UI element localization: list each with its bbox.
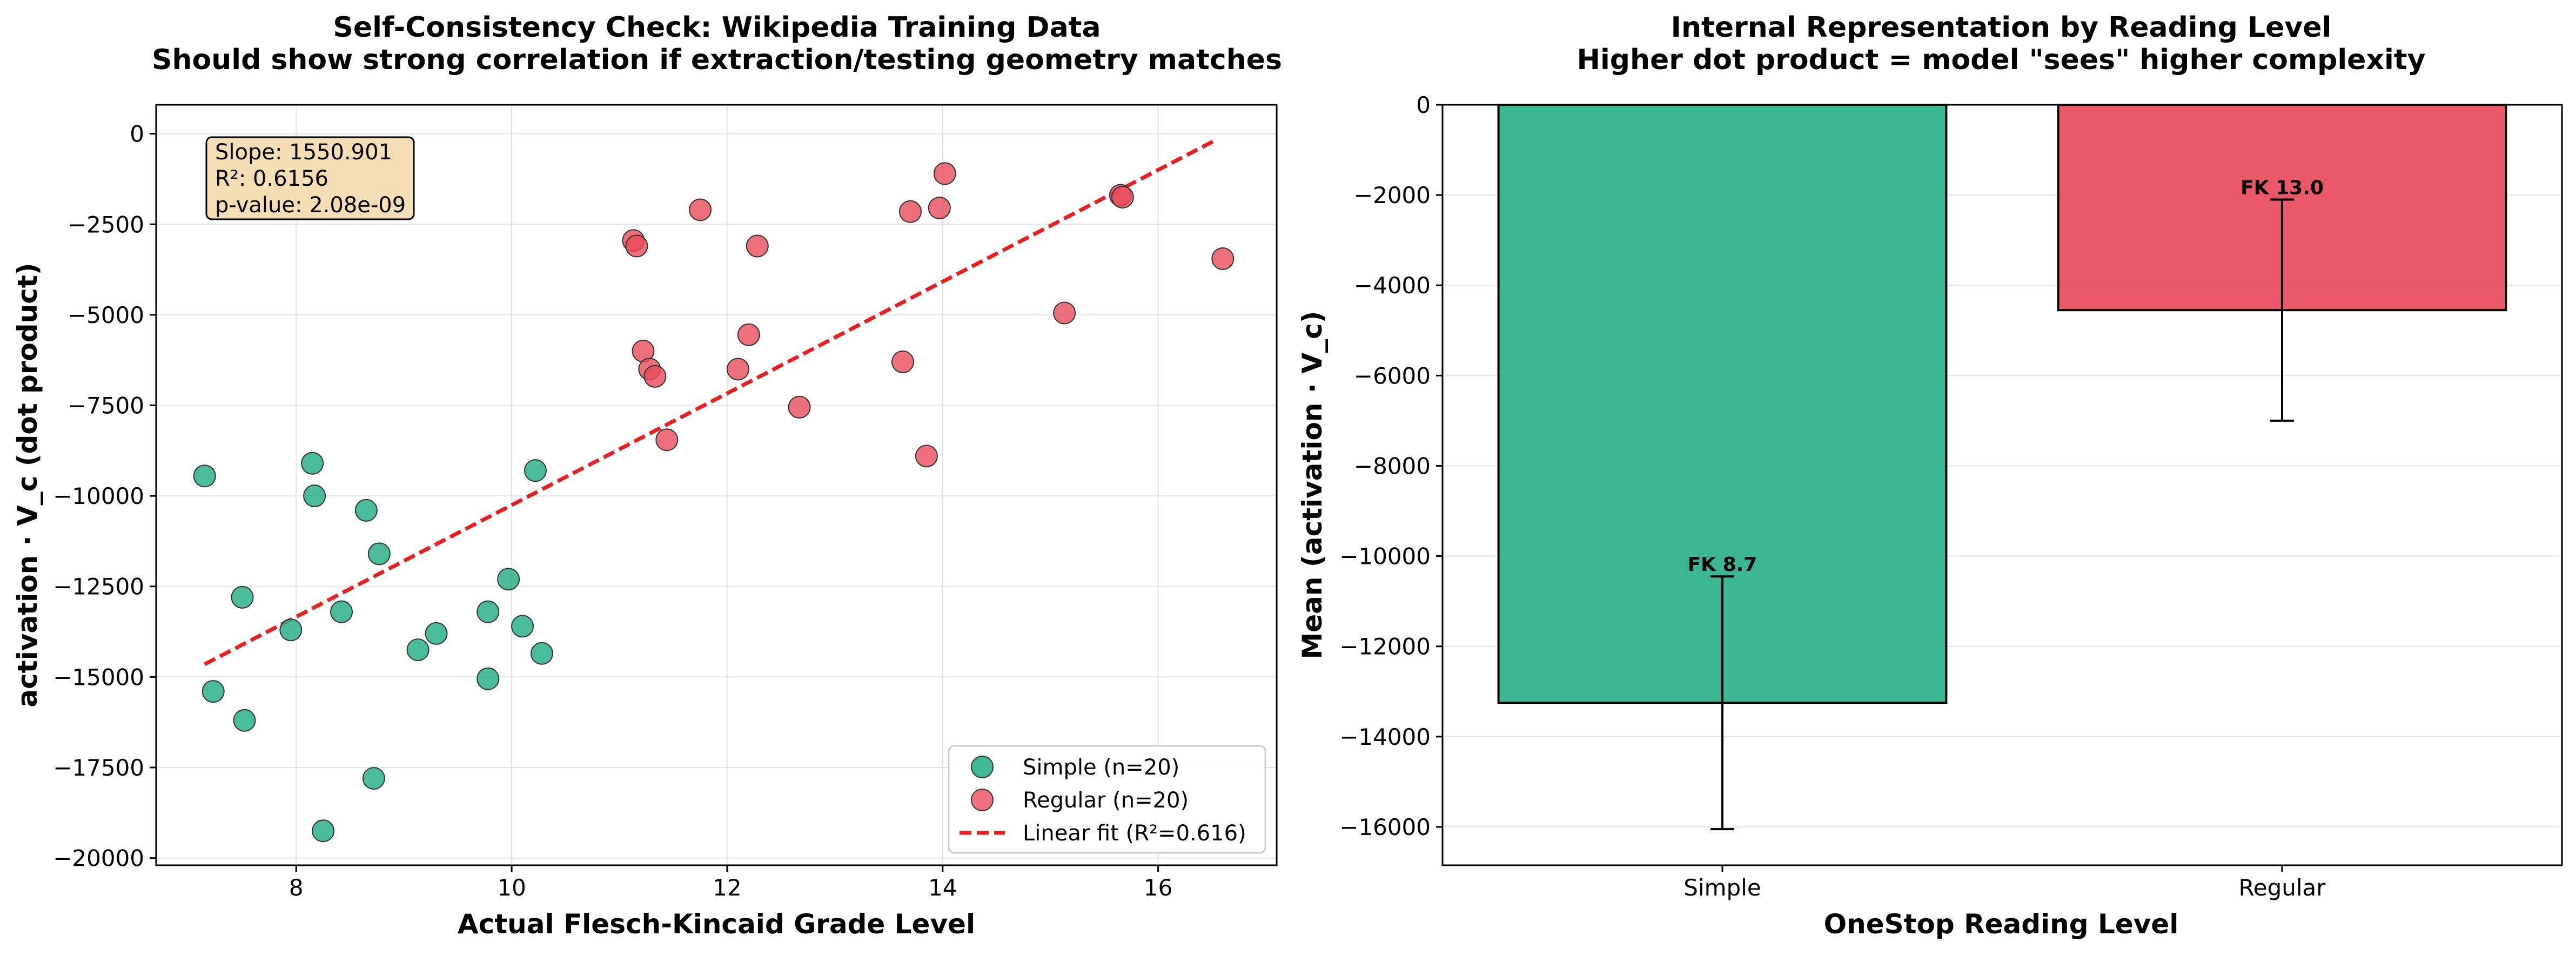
regular-point <box>689 198 712 221</box>
scatter-y-axis-label: activation · V_c (dot product) <box>12 262 43 707</box>
regular-point <box>928 197 951 220</box>
simple-point <box>530 642 553 665</box>
legend-frame <box>948 745 1266 854</box>
bar-y-tick-label: −10000 <box>1339 543 1431 570</box>
scatter-x-tick-label: 8 <box>289 874 304 901</box>
simple-point <box>202 680 225 703</box>
scatter-y-tick-label: −7500 <box>68 392 144 419</box>
scatter-x-axis-label: Actual Flesch-Kincaid Grade Level <box>458 908 975 940</box>
simple-point <box>497 568 520 591</box>
simple-point <box>477 667 500 690</box>
scatter-x-tick-label: 16 <box>1144 874 1172 901</box>
bar-value-labels: FK 8.7 FK 13.0 <box>1688 177 2324 576</box>
stats-pvalue: p-value: 2.08e-09 <box>215 193 406 218</box>
legend-regular-label: Regular (n=20) <box>1023 788 1189 813</box>
bar-title-line1: Internal Representation by Reading Level <box>1671 11 2332 44</box>
bar-y-tick-label: 0 <box>1416 92 1431 118</box>
legend-fit-label: Linear fit (R²=0.616) <box>1023 821 1246 846</box>
simple-point <box>362 767 385 790</box>
regular-point <box>1053 301 1076 325</box>
bar-y-tick-label: −16000 <box>1339 814 1431 840</box>
simple-point <box>231 585 254 609</box>
scatter-points <box>193 162 1235 843</box>
scatter-y-tick-label: −10000 <box>53 483 144 509</box>
simple-point <box>312 819 335 843</box>
stats-slope: Slope: 1550.901 <box>215 140 392 165</box>
regular-point <box>746 234 769 258</box>
scatter-x-tick-label: 10 <box>497 874 526 901</box>
bar-ticks: 0 −2000 −4000 −6000 −8000 −10000 −12000 −14000 −… <box>1339 92 2326 901</box>
simple-point <box>193 464 216 488</box>
bar-label-regular: FK 13.0 <box>2240 177 2324 199</box>
scatter-title-line1: Self-Consistency Check: Wikipedia Traini… <box>333 11 1101 44</box>
regular-point <box>898 200 922 223</box>
bar-y-tick-label: −2000 <box>1354 182 1431 208</box>
simple-point <box>425 622 448 645</box>
regular-point <box>625 234 648 258</box>
simple-point <box>301 452 324 475</box>
bar-y-tick-label: −14000 <box>1339 724 1431 750</box>
simple-point <box>367 542 391 565</box>
scatter-y-tick-label: −15000 <box>53 664 144 690</box>
simple-point <box>303 484 326 508</box>
legend-simple-marker <box>971 756 994 778</box>
scatter-plot-frame <box>155 104 1278 866</box>
scatter-y-tick-label: −20000 <box>53 845 144 872</box>
simple-point <box>330 600 353 623</box>
regular-point <box>1211 247 1235 270</box>
bar-label-simple: FK 8.7 <box>1688 554 1757 576</box>
regular-point <box>655 428 679 452</box>
bar-panel: Internal Representation by Reading Level… <box>1297 11 2563 940</box>
simple-point <box>524 459 547 482</box>
stats-r2: R²: 0.6156 <box>215 166 328 191</box>
stats-box-background <box>205 136 415 220</box>
bar-y-tick-label: −6000 <box>1354 362 1431 389</box>
scatter-y-tick-label: −17500 <box>53 755 144 781</box>
scatter-y-tick-label: −5000 <box>68 302 144 328</box>
scatter-x-tick-label: 14 <box>928 874 957 901</box>
bar-y-axis-label: Mean (activation · V_c) <box>1297 311 1328 659</box>
scatter-ticks: 8 10 12 14 16 0 −2500 −5000 −7500 −10000 −12500 −15… <box>53 121 1172 901</box>
simple-point <box>511 615 534 638</box>
scatter-panel: Self-Consistency Check: Wikipedia Traini… <box>12 11 1282 940</box>
simple-point <box>477 600 500 623</box>
regular-point <box>1111 185 1134 208</box>
simple-point <box>279 618 303 642</box>
legend-simple-label: Simple (n=20) <box>1023 755 1179 780</box>
regular-point <box>788 395 811 419</box>
bar-error-bars <box>1710 198 2294 831</box>
bar-y-tick-label: −4000 <box>1354 272 1431 299</box>
regular-point <box>915 445 938 468</box>
scatter-x-tick-label: 12 <box>713 874 741 901</box>
stats-box: Slope: 1550.901 R²: 0.6156 p-value: 2.08… <box>205 136 415 220</box>
bar-x-tick-label: Simple <box>1683 874 1761 901</box>
simple-point <box>354 499 378 522</box>
simple-point <box>406 638 430 662</box>
scatter-title-line2: Should show strong correlation if extrac… <box>152 44 1282 76</box>
scatter-y-tick-label: 0 <box>130 121 144 147</box>
regular-point <box>933 162 956 185</box>
legend-regular-marker <box>971 789 994 811</box>
bar-y-tick-label: −12000 <box>1339 634 1431 660</box>
regular-point <box>643 365 667 388</box>
bar-x-tick-label: Regular <box>2238 874 2326 901</box>
regular-point <box>726 358 749 381</box>
scatter-y-tick-label: −2500 <box>68 211 144 238</box>
bar-x-axis-label: OneStop Reading Level <box>1824 908 2179 940</box>
regular-point <box>737 323 760 346</box>
scatter-y-tick-label: −12500 <box>53 574 144 600</box>
bar-title-line2: Higher dot product = model "sees" higher… <box>1577 44 2425 76</box>
scatter-legend: Simple (n=20) Regular (n=20) Linear fit … <box>948 745 1266 854</box>
regular-point <box>891 351 915 374</box>
bar-y-tick-label: −8000 <box>1354 453 1431 479</box>
bar-plot-frame <box>1441 104 2563 866</box>
simple-point <box>233 709 256 732</box>
